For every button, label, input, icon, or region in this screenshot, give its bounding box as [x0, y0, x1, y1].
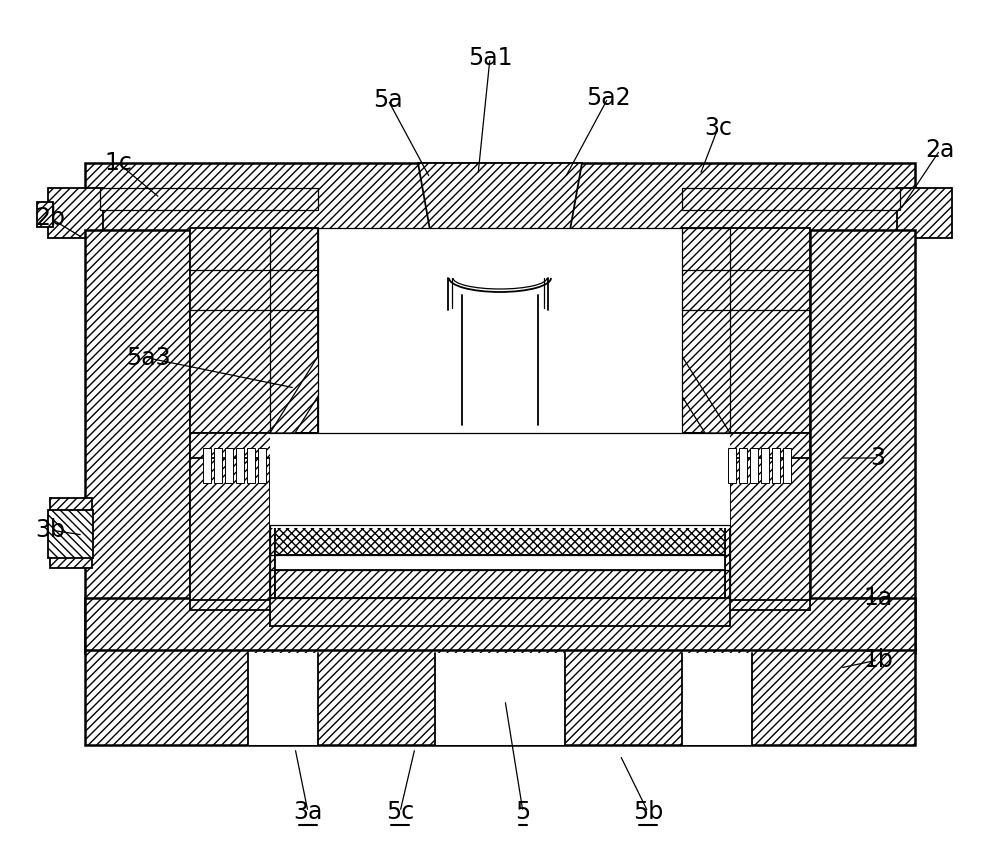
Bar: [474, 562, 526, 580]
Bar: [772, 448, 780, 483]
Bar: [750, 448, 758, 483]
Text: 5a1: 5a1: [468, 46, 512, 70]
Text: 1c: 1c: [104, 151, 132, 175]
Bar: [270, 463, 283, 528]
Bar: [100, 188, 318, 210]
Polygon shape: [418, 163, 582, 230]
Text: 5b: 5b: [633, 800, 663, 824]
Polygon shape: [525, 308, 615, 433]
Text: 5a: 5a: [373, 88, 403, 112]
Bar: [247, 448, 255, 483]
Bar: [85, 230, 190, 650]
Bar: [190, 433, 810, 461]
Bar: [248, 653, 318, 745]
Bar: [270, 598, 730, 626]
Text: 1b: 1b: [863, 648, 893, 672]
Polygon shape: [270, 305, 375, 433]
Bar: [236, 448, 244, 483]
Bar: [190, 435, 275, 610]
Bar: [682, 653, 752, 745]
Text: 2b: 2b: [35, 206, 65, 230]
Bar: [761, 448, 769, 483]
Bar: [462, 295, 538, 425]
Text: 1a: 1a: [863, 586, 893, 610]
Bar: [466, 540, 534, 562]
Bar: [783, 448, 791, 483]
Bar: [85, 598, 915, 653]
Bar: [190, 458, 270, 600]
Bar: [275, 570, 725, 598]
Polygon shape: [385, 308, 475, 433]
Bar: [480, 580, 520, 595]
Bar: [448, 230, 552, 278]
Text: 5: 5: [515, 800, 531, 824]
Bar: [730, 458, 810, 600]
Bar: [85, 650, 915, 745]
Bar: [214, 448, 222, 483]
Text: 3: 3: [870, 446, 886, 470]
Bar: [203, 448, 211, 483]
Bar: [270, 433, 730, 528]
Bar: [739, 448, 747, 483]
Bar: [48, 188, 103, 238]
Bar: [728, 448, 736, 483]
Text: 3a: 3a: [293, 800, 323, 824]
Text: 3c: 3c: [704, 116, 732, 140]
Text: 5a3: 5a3: [126, 346, 170, 370]
Bar: [258, 448, 266, 483]
Bar: [48, 510, 93, 558]
Bar: [275, 555, 725, 573]
Polygon shape: [430, 422, 570, 435]
Bar: [478, 435, 522, 545]
Bar: [682, 188, 900, 210]
Text: 5a2: 5a2: [586, 86, 630, 110]
Bar: [682, 228, 810, 433]
Polygon shape: [625, 305, 730, 433]
Bar: [37, 202, 53, 227]
Text: 2a: 2a: [925, 138, 955, 162]
Text: 3b: 3b: [35, 518, 65, 542]
Bar: [717, 463, 730, 528]
Text: 5c: 5c: [386, 800, 414, 824]
Bar: [318, 228, 682, 433]
Bar: [725, 435, 810, 610]
Bar: [50, 498, 92, 568]
Bar: [275, 525, 725, 555]
Bar: [85, 163, 915, 231]
Bar: [435, 653, 565, 745]
Bar: [225, 448, 233, 483]
Bar: [810, 230, 915, 650]
Bar: [897, 188, 952, 238]
Bar: [190, 228, 318, 433]
